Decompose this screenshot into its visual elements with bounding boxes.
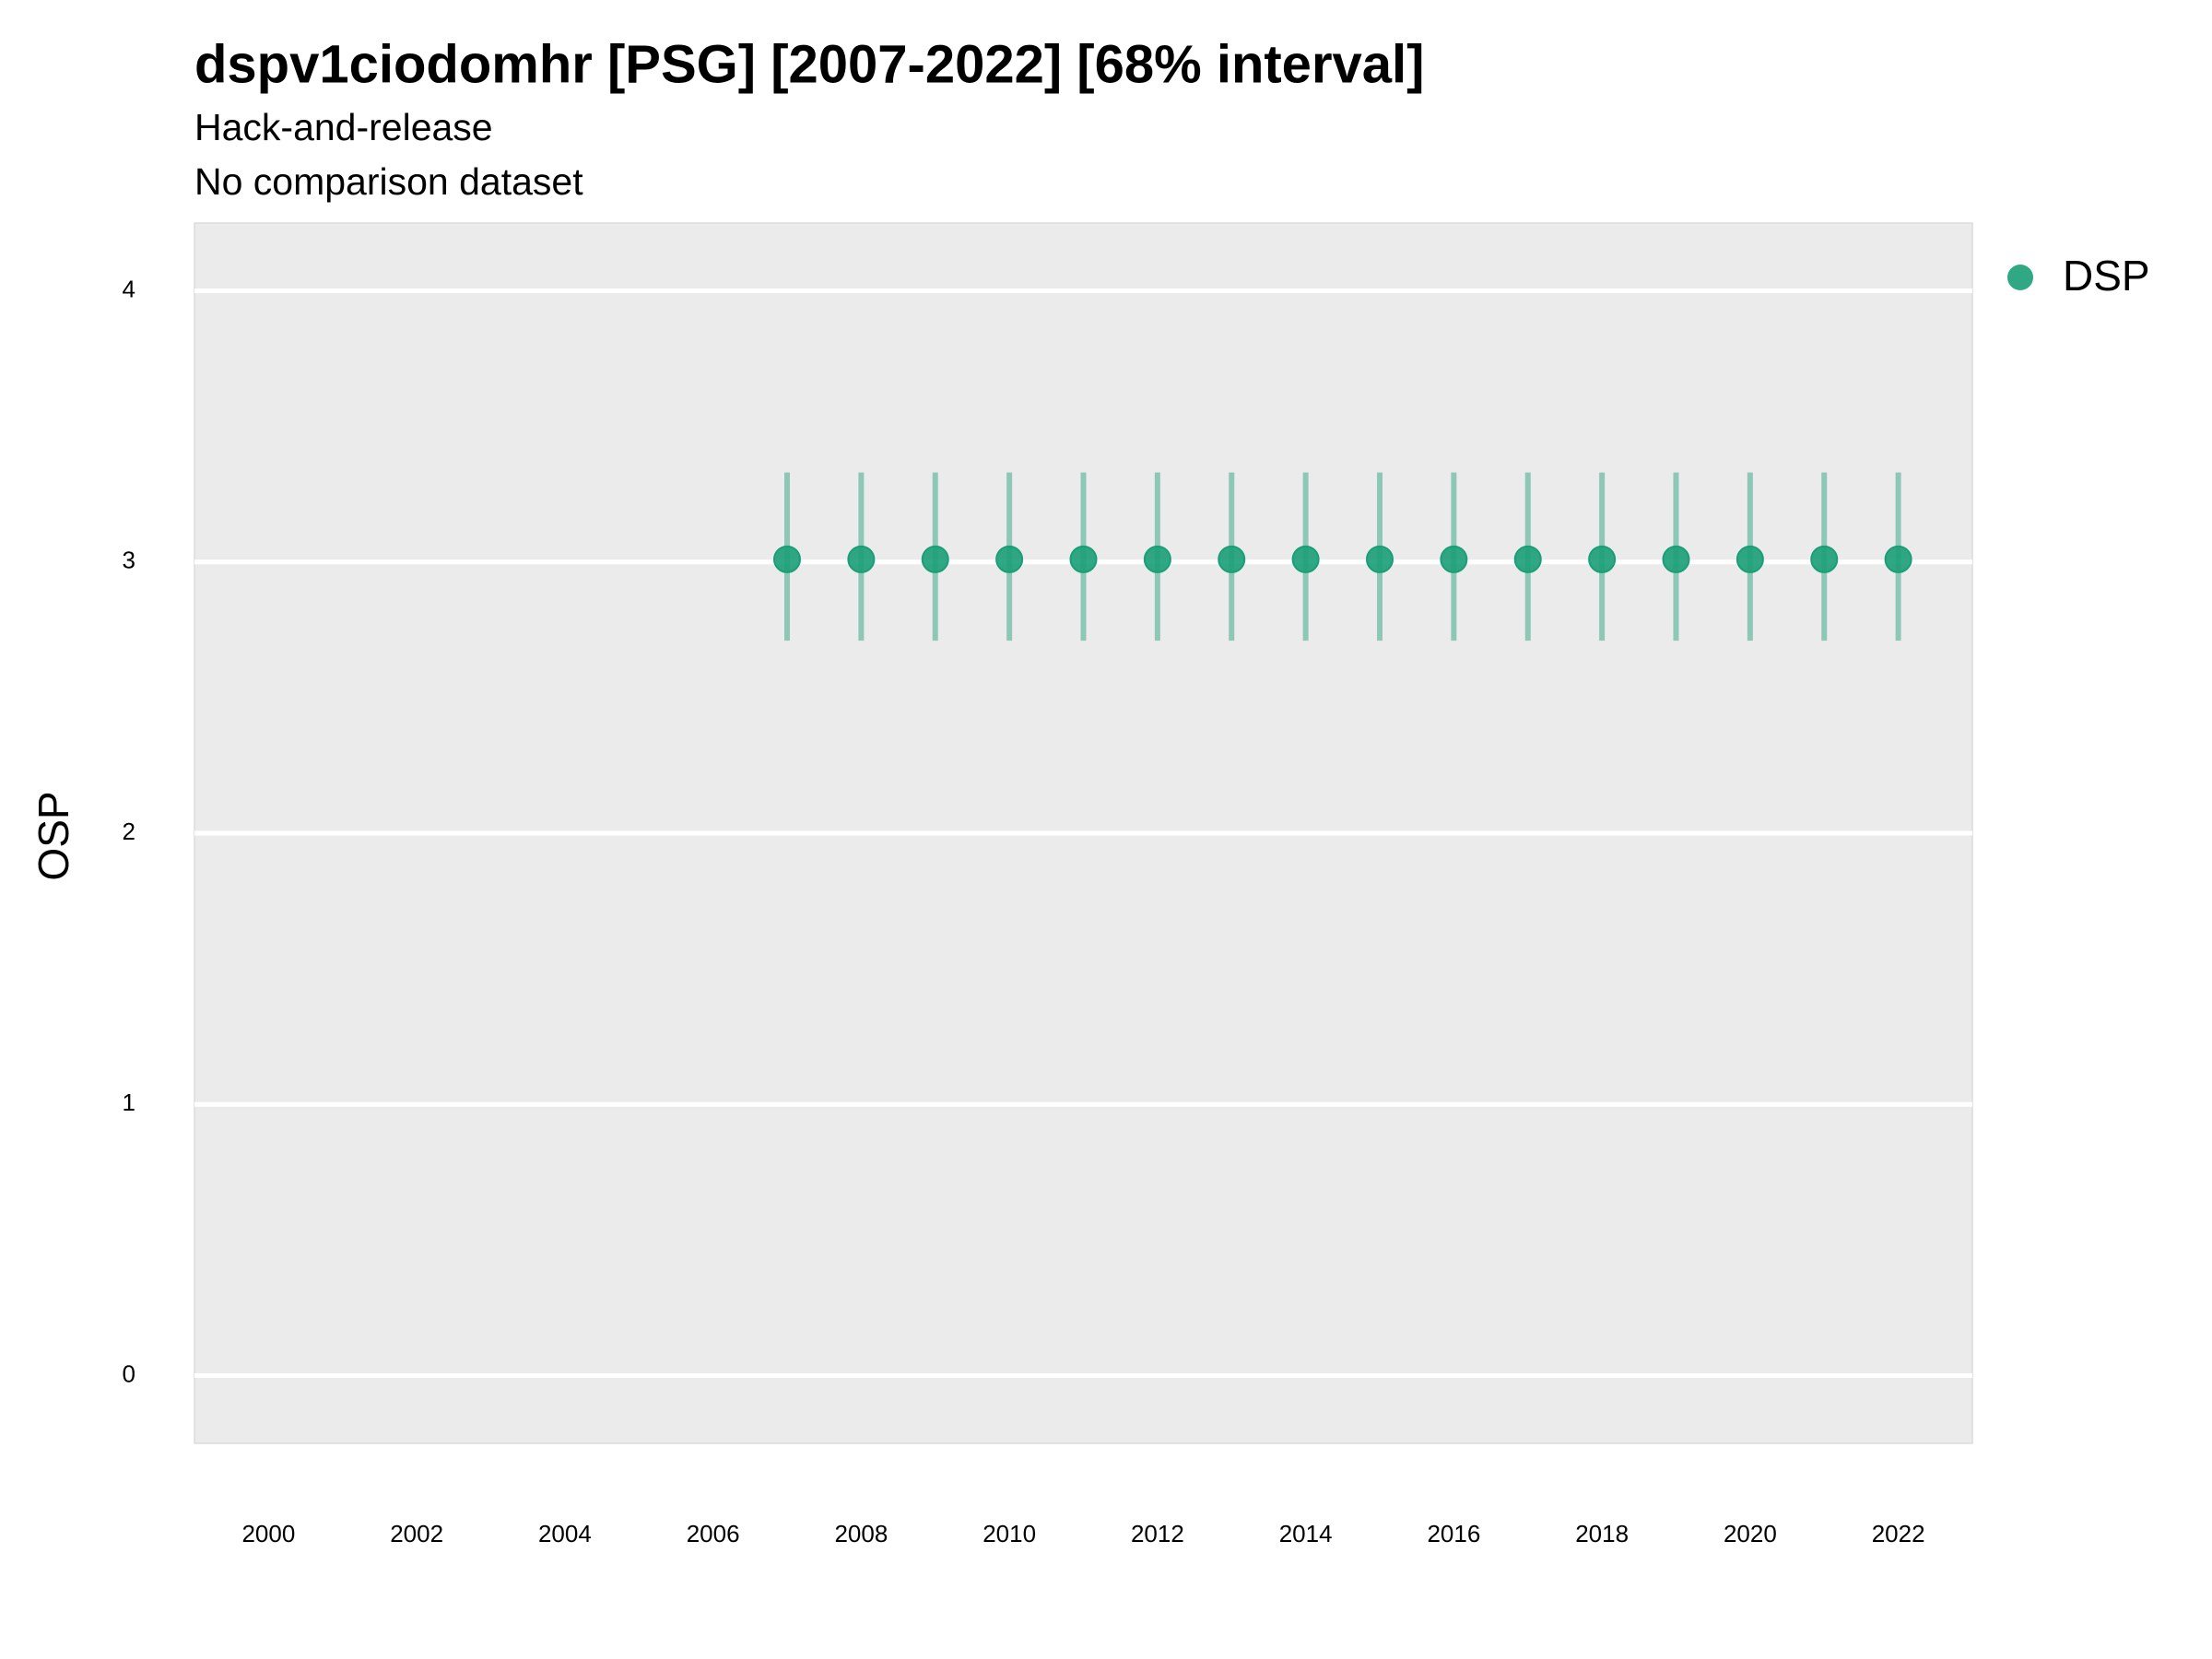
- y-axis-title: OSP: [29, 791, 77, 880]
- y-tick-label: 4: [123, 275, 135, 302]
- chart-subtitle: No comparison dataset: [194, 160, 583, 203]
- x-tick-label: 2000: [241, 1520, 295, 1547]
- x-tick-label: 2006: [687, 1520, 740, 1547]
- y-tick-label: 2: [123, 818, 135, 845]
- y-tick-label: 1: [123, 1088, 135, 1116]
- x-tick-label: 2002: [390, 1520, 443, 1547]
- data-point: [773, 545, 801, 573]
- x-tick-label: 2018: [1575, 1520, 1629, 1547]
- data-point: [1735, 545, 1764, 573]
- data-point: [995, 545, 1024, 573]
- x-tick-label: 2012: [1131, 1520, 1184, 1547]
- data-point: [1143, 545, 1171, 573]
- x-tick-label: 2022: [1872, 1520, 1925, 1547]
- data-point: [1513, 545, 1542, 573]
- x-tick-label: 2008: [834, 1520, 888, 1547]
- legend-label: DSP: [2063, 252, 2150, 300]
- data-point: [1291, 545, 1320, 573]
- y-tick-label: 3: [123, 547, 135, 574]
- x-tick-label: 2004: [538, 1520, 592, 1547]
- data-point: [1588, 545, 1617, 573]
- data-point: [1884, 545, 1912, 573]
- data-point: [847, 545, 876, 573]
- data-point: [1810, 545, 1839, 573]
- chart-title: dspv1ciodomhr [PSG] [2007-2022] [68% int…: [194, 34, 1424, 94]
- x-tick-label: 2010: [982, 1520, 1036, 1547]
- data-point: [1366, 545, 1394, 573]
- data-point: [1069, 545, 1098, 573]
- data-point: [1662, 545, 1690, 573]
- data-point: [1218, 545, 1246, 573]
- chart-subtitle: Hack-and-release: [194, 106, 493, 148]
- data-point: [1440, 545, 1468, 573]
- x-tick-label: 2020: [1724, 1520, 1777, 1547]
- x-tick-label: 2014: [1279, 1520, 1333, 1547]
- x-tick-label: 2016: [1427, 1520, 1480, 1547]
- y-tick-label: 0: [123, 1359, 135, 1387]
- legend-marker: [2007, 265, 2033, 290]
- data-point: [921, 545, 949, 573]
